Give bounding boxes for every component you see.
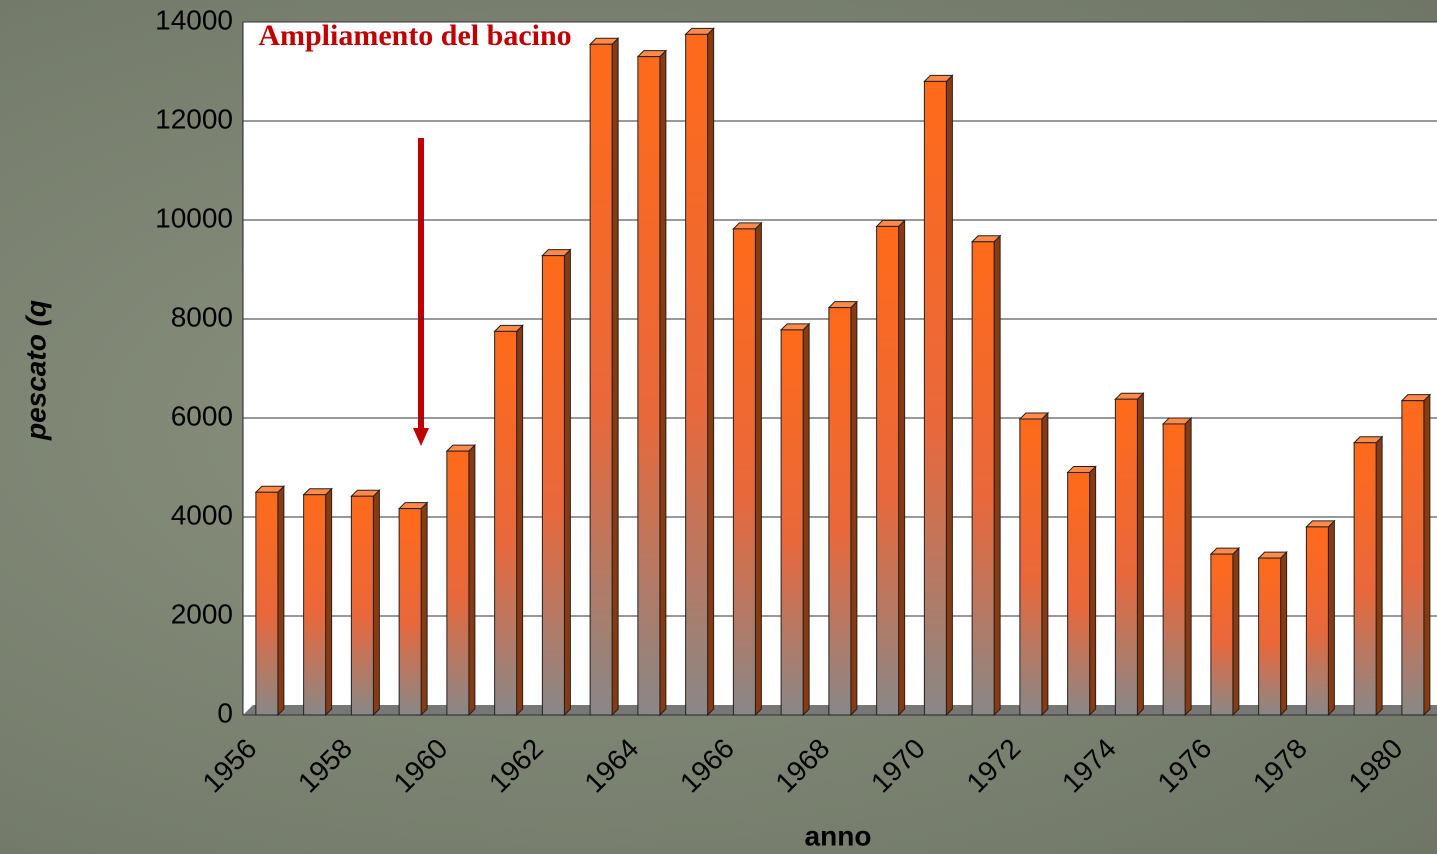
x-tick-label: 1966 bbox=[674, 733, 740, 799]
bar bbox=[1067, 471, 1091, 716]
annotation: Ampliamento del bacino bbox=[258, 19, 572, 52]
bar-side bbox=[802, 322, 810, 717]
x-tick-label: 1958 bbox=[292, 733, 358, 799]
arrow-head bbox=[413, 428, 429, 446]
bar-side bbox=[1089, 465, 1097, 717]
bar-side bbox=[754, 221, 762, 717]
y-tick-label: 10000 bbox=[155, 202, 233, 233]
bar bbox=[1401, 400, 1425, 716]
bar-side bbox=[420, 501, 428, 717]
bar-side bbox=[1232, 546, 1240, 717]
bar bbox=[1258, 557, 1282, 716]
bar-side bbox=[1136, 391, 1144, 717]
bar bbox=[923, 80, 947, 716]
bar-side bbox=[1184, 416, 1192, 717]
bar-side bbox=[850, 300, 858, 717]
bar bbox=[1210, 553, 1234, 716]
bar bbox=[589, 43, 613, 716]
bar bbox=[446, 450, 470, 716]
bar-side bbox=[325, 487, 333, 717]
y-tick-label: 6000 bbox=[171, 400, 233, 431]
bar bbox=[876, 225, 900, 716]
y-tick-label: 4000 bbox=[171, 499, 233, 530]
x-tick-label: 1972 bbox=[960, 733, 1026, 799]
bar-side bbox=[1041, 411, 1049, 717]
bar-side bbox=[468, 443, 476, 717]
bar bbox=[971, 241, 995, 716]
x-tick-label: 1978 bbox=[1247, 733, 1313, 799]
bar bbox=[637, 56, 661, 716]
bar-side bbox=[707, 27, 715, 717]
y-tick-label: 14000 bbox=[155, 4, 233, 35]
bar-side bbox=[898, 219, 906, 717]
bar bbox=[350, 495, 374, 716]
bar bbox=[828, 307, 852, 716]
bar bbox=[398, 508, 422, 716]
x-tick-label: 1976 bbox=[1151, 733, 1217, 799]
bar-side bbox=[945, 74, 953, 717]
bar-side bbox=[372, 489, 380, 717]
x-tick-label: 1962 bbox=[483, 733, 549, 799]
bar bbox=[780, 329, 804, 716]
x-tick-label: 1956 bbox=[196, 733, 262, 799]
x-tick-label: 1964 bbox=[578, 733, 644, 799]
bar bbox=[1353, 442, 1377, 716]
bar bbox=[1019, 418, 1043, 716]
bar bbox=[685, 33, 709, 716]
x-tick-label: 1968 bbox=[769, 733, 835, 799]
bar-side bbox=[1327, 519, 1335, 717]
bar bbox=[494, 330, 518, 716]
y-axis-label: pescato (q bbox=[20, 300, 51, 441]
bar-side bbox=[1280, 550, 1288, 717]
bar bbox=[541, 255, 565, 716]
bar bbox=[732, 228, 756, 716]
bar-side bbox=[993, 234, 1001, 717]
bar-side bbox=[516, 324, 524, 717]
x-tick-label: 1980 bbox=[1342, 733, 1408, 799]
bar-side bbox=[277, 485, 285, 717]
bar bbox=[303, 494, 327, 716]
y-tick-label: 12000 bbox=[155, 103, 233, 134]
x-tick-label: 1974 bbox=[1056, 733, 1122, 799]
bar-side bbox=[659, 49, 667, 717]
bar-side bbox=[1375, 435, 1383, 717]
bar bbox=[255, 491, 279, 716]
bar bbox=[1305, 526, 1329, 716]
bar-side bbox=[563, 248, 571, 717]
bar-side bbox=[611, 37, 619, 717]
x-axis-label: anno bbox=[805, 820, 872, 851]
y-tick-label: 8000 bbox=[171, 301, 233, 332]
bar bbox=[1114, 398, 1138, 716]
y-tick-label: 2000 bbox=[171, 598, 233, 629]
bar bbox=[1162, 423, 1186, 716]
y-tick-label: 0 bbox=[217, 697, 233, 728]
bar-side bbox=[1423, 393, 1431, 717]
x-tick-label: 1960 bbox=[387, 733, 453, 799]
x-tick-label: 1970 bbox=[865, 733, 931, 799]
